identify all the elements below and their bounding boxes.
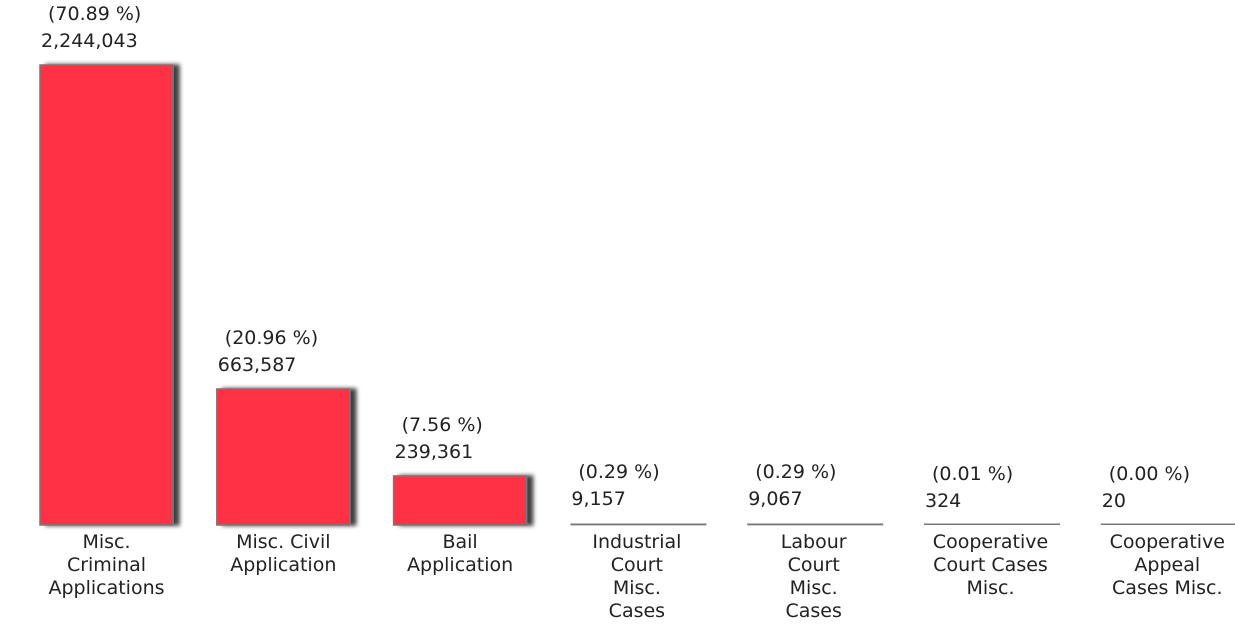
x-tick-label: Cooperative Court Cases Misc.	[932, 531, 1049, 599]
value-label: 9,157	[571, 488, 625, 510]
percent-label: (7.56 %)	[402, 414, 483, 436]
x-tick-label: Industrial Court Misc. Cases	[592, 531, 682, 622]
percent-label: (0.01 %)	[932, 463, 1013, 485]
x-tick-label: Labour Court Misc. Cases	[780, 531, 847, 622]
x-tick-label: Cooperative Appeal Cases Misc.	[1109, 531, 1225, 599]
bar	[570, 523, 707, 526]
x-tick-label: Misc. Civil Application	[230, 531, 337, 576]
value-label: 663,587	[218, 354, 297, 376]
percent-label: (0.29 %)	[578, 461, 659, 483]
bar	[216, 388, 351, 526]
percent-label: (70.89 %)	[48, 3, 141, 25]
value-label: 20	[1102, 490, 1126, 512]
x-tick-label: Bail Application	[407, 531, 514, 576]
value-label: 2,244,043	[41, 30, 138, 52]
bar	[747, 523, 884, 526]
value-label: 9,067	[748, 488, 802, 510]
percent-label: (0.00 %)	[1109, 463, 1190, 485]
bar	[392, 475, 528, 526]
bar	[1100, 523, 1235, 525]
bar	[924, 523, 1060, 525]
value-label: 239,361	[395, 441, 474, 463]
percent-label: (0.29 %)	[755, 461, 836, 483]
value-label: 324	[925, 490, 961, 512]
bar	[39, 64, 174, 526]
x-tick-label: Misc. Criminal Applications	[48, 531, 165, 599]
percent-label: (20.96 %)	[225, 327, 318, 349]
